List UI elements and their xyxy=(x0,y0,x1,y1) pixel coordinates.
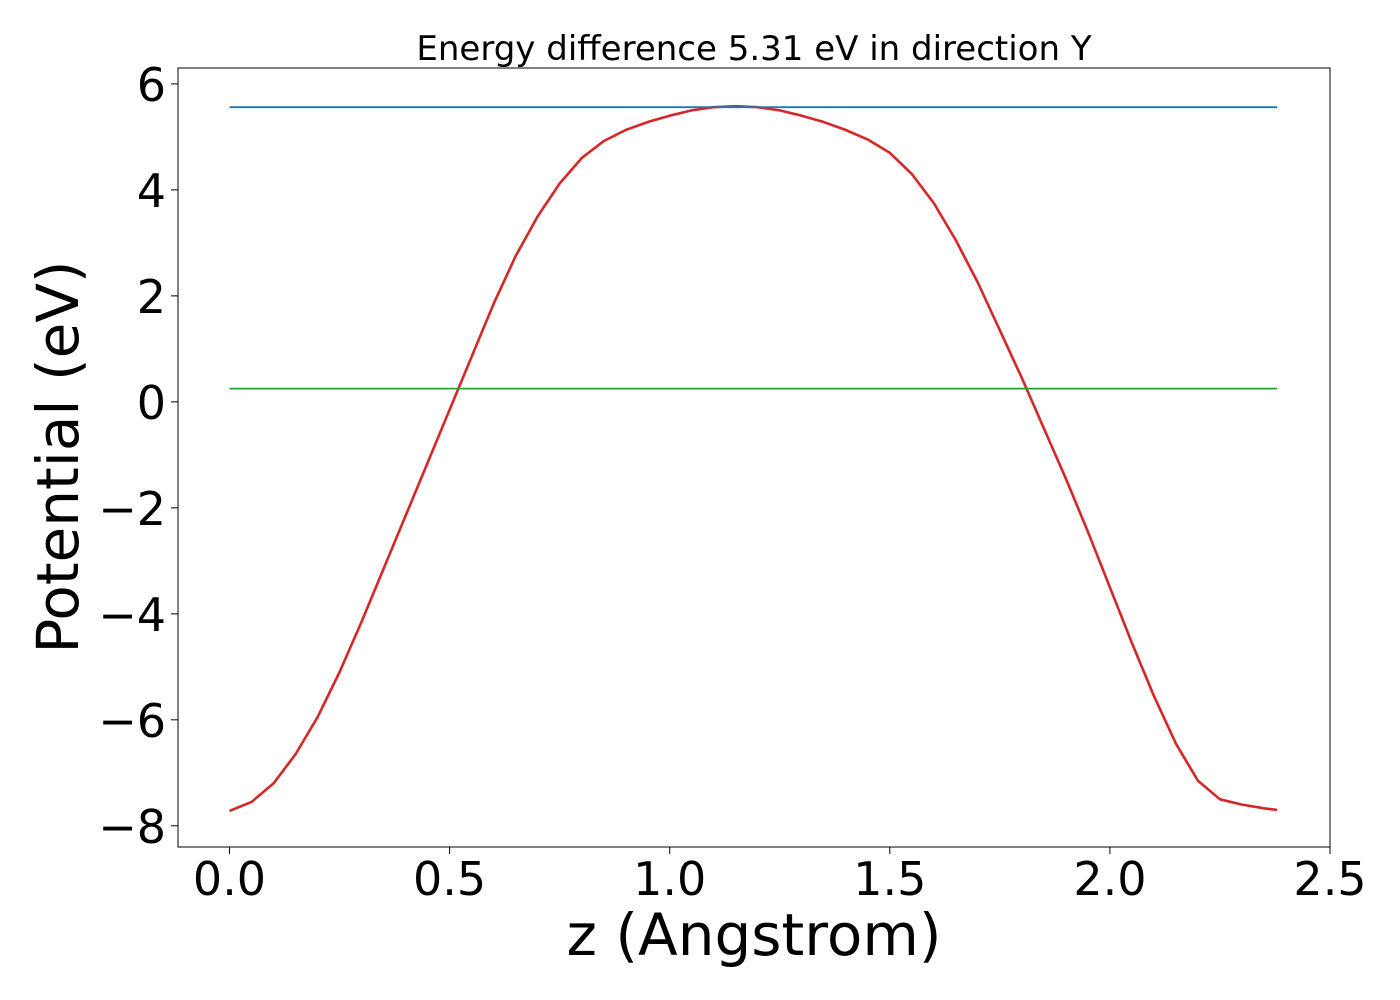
y-tick-label: −6 xyxy=(98,694,166,748)
x-tick-label: 0.0 xyxy=(193,852,266,906)
y-tick-label: 6 xyxy=(137,58,166,112)
x-tick-label: 2.5 xyxy=(1293,852,1366,906)
axis-ticks: 0.0 0.5 1.0 1.5 2.0 2.5 −8 −6 −4 −2 0 2 4 6 xyxy=(98,58,1366,906)
x-axis-label: z (Angstrom) xyxy=(567,901,942,969)
y-tick-label: −2 xyxy=(98,482,166,536)
y-tick-label: 2 xyxy=(137,270,166,324)
y-tick-label: −8 xyxy=(98,800,166,854)
x-tick-label: 0.5 xyxy=(413,852,486,906)
x-tick-label: 1.0 xyxy=(633,852,706,906)
plot-area xyxy=(177,67,1331,848)
x-tick-label: 2.0 xyxy=(1073,852,1146,906)
x-tick-label: 1.5 xyxy=(853,852,926,906)
y-tick-label: 0 xyxy=(137,376,166,430)
y-axis-label: Potential (eV) xyxy=(24,260,92,653)
y-tick-label: −4 xyxy=(98,588,166,642)
chart-title: Energy difference 5.31 eV in direction Y xyxy=(416,29,1091,69)
axes-frame xyxy=(177,67,1331,848)
y-tick-label: 4 xyxy=(137,164,166,218)
